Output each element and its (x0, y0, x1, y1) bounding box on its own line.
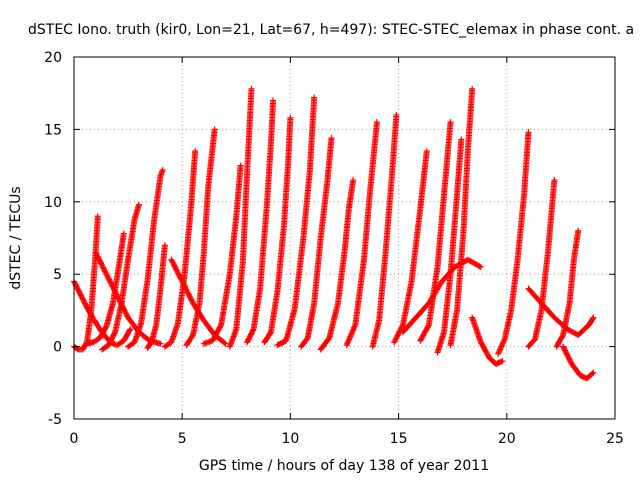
plus-marker (226, 85, 255, 350)
plus-marker (200, 162, 244, 347)
series-28 (92, 249, 164, 347)
series-7 (183, 126, 218, 349)
y-tick-label: 20 (44, 50, 62, 66)
series-29 (168, 256, 229, 347)
y-tick-label: 0 (53, 340, 62, 356)
plus-marker (525, 177, 558, 350)
data-points (71, 85, 597, 382)
chart-title: dSTEC Iono. truth (kir0, Lon=21, Lat=67,… (28, 22, 634, 38)
x-axis-title: GPS time / hours of day 138 of year 2011 (199, 458, 489, 474)
plus-marker (274, 94, 318, 349)
plus-marker (183, 126, 218, 349)
x-tick-label: 15 (390, 431, 408, 447)
y-tick-label: 15 (44, 122, 62, 138)
series-19 (434, 136, 465, 356)
series-24 (553, 227, 582, 350)
x-tick-label: 0 (70, 431, 79, 447)
y-tick-label: 5 (53, 267, 62, 283)
series-11 (261, 114, 294, 346)
series-16 (369, 111, 400, 350)
x-tick-label: 5 (178, 431, 187, 447)
series-14 (317, 177, 357, 353)
series-26 (525, 285, 597, 339)
plus-marker (92, 249, 164, 347)
plus-marker (434, 136, 465, 356)
series-10 (244, 97, 277, 346)
plus-marker (369, 111, 400, 350)
plus-marker (560, 343, 597, 382)
series-13 (298, 135, 335, 350)
plot-frame (73, 56, 616, 420)
x-tick-label: 10 (281, 431, 299, 447)
plus-marker (244, 97, 277, 346)
series-9 (226, 85, 255, 350)
series-22 (495, 129, 532, 357)
series-23 (525, 177, 558, 350)
y-tick-label: 10 (44, 195, 62, 211)
plus-marker (495, 129, 532, 357)
series-15 (343, 119, 380, 349)
x-tick-label: 25 (606, 431, 624, 447)
y-tick-label: -5 (48, 412, 62, 428)
y-axis-title: dSTEC / TECUs (8, 186, 24, 289)
plus-marker (168, 256, 229, 347)
plus-marker (317, 177, 357, 353)
series-12 (274, 94, 318, 349)
series-25 (560, 343, 597, 382)
plus-marker (391, 148, 430, 346)
x-tick-label: 20 (498, 431, 516, 447)
plus-marker (343, 119, 380, 349)
plus-marker (525, 285, 597, 339)
plus-marker (553, 227, 582, 350)
series-17 (391, 148, 430, 346)
plus-marker (469, 314, 506, 367)
series-8 (200, 162, 244, 347)
plus-marker (261, 114, 294, 346)
series-21 (469, 314, 506, 367)
series-27 (399, 256, 484, 336)
axis-ticks: 0 5 10 15 20 25 -5 0 5 10 15 20 (44, 50, 624, 447)
plus-marker (298, 135, 335, 350)
plus-marker (399, 256, 484, 336)
